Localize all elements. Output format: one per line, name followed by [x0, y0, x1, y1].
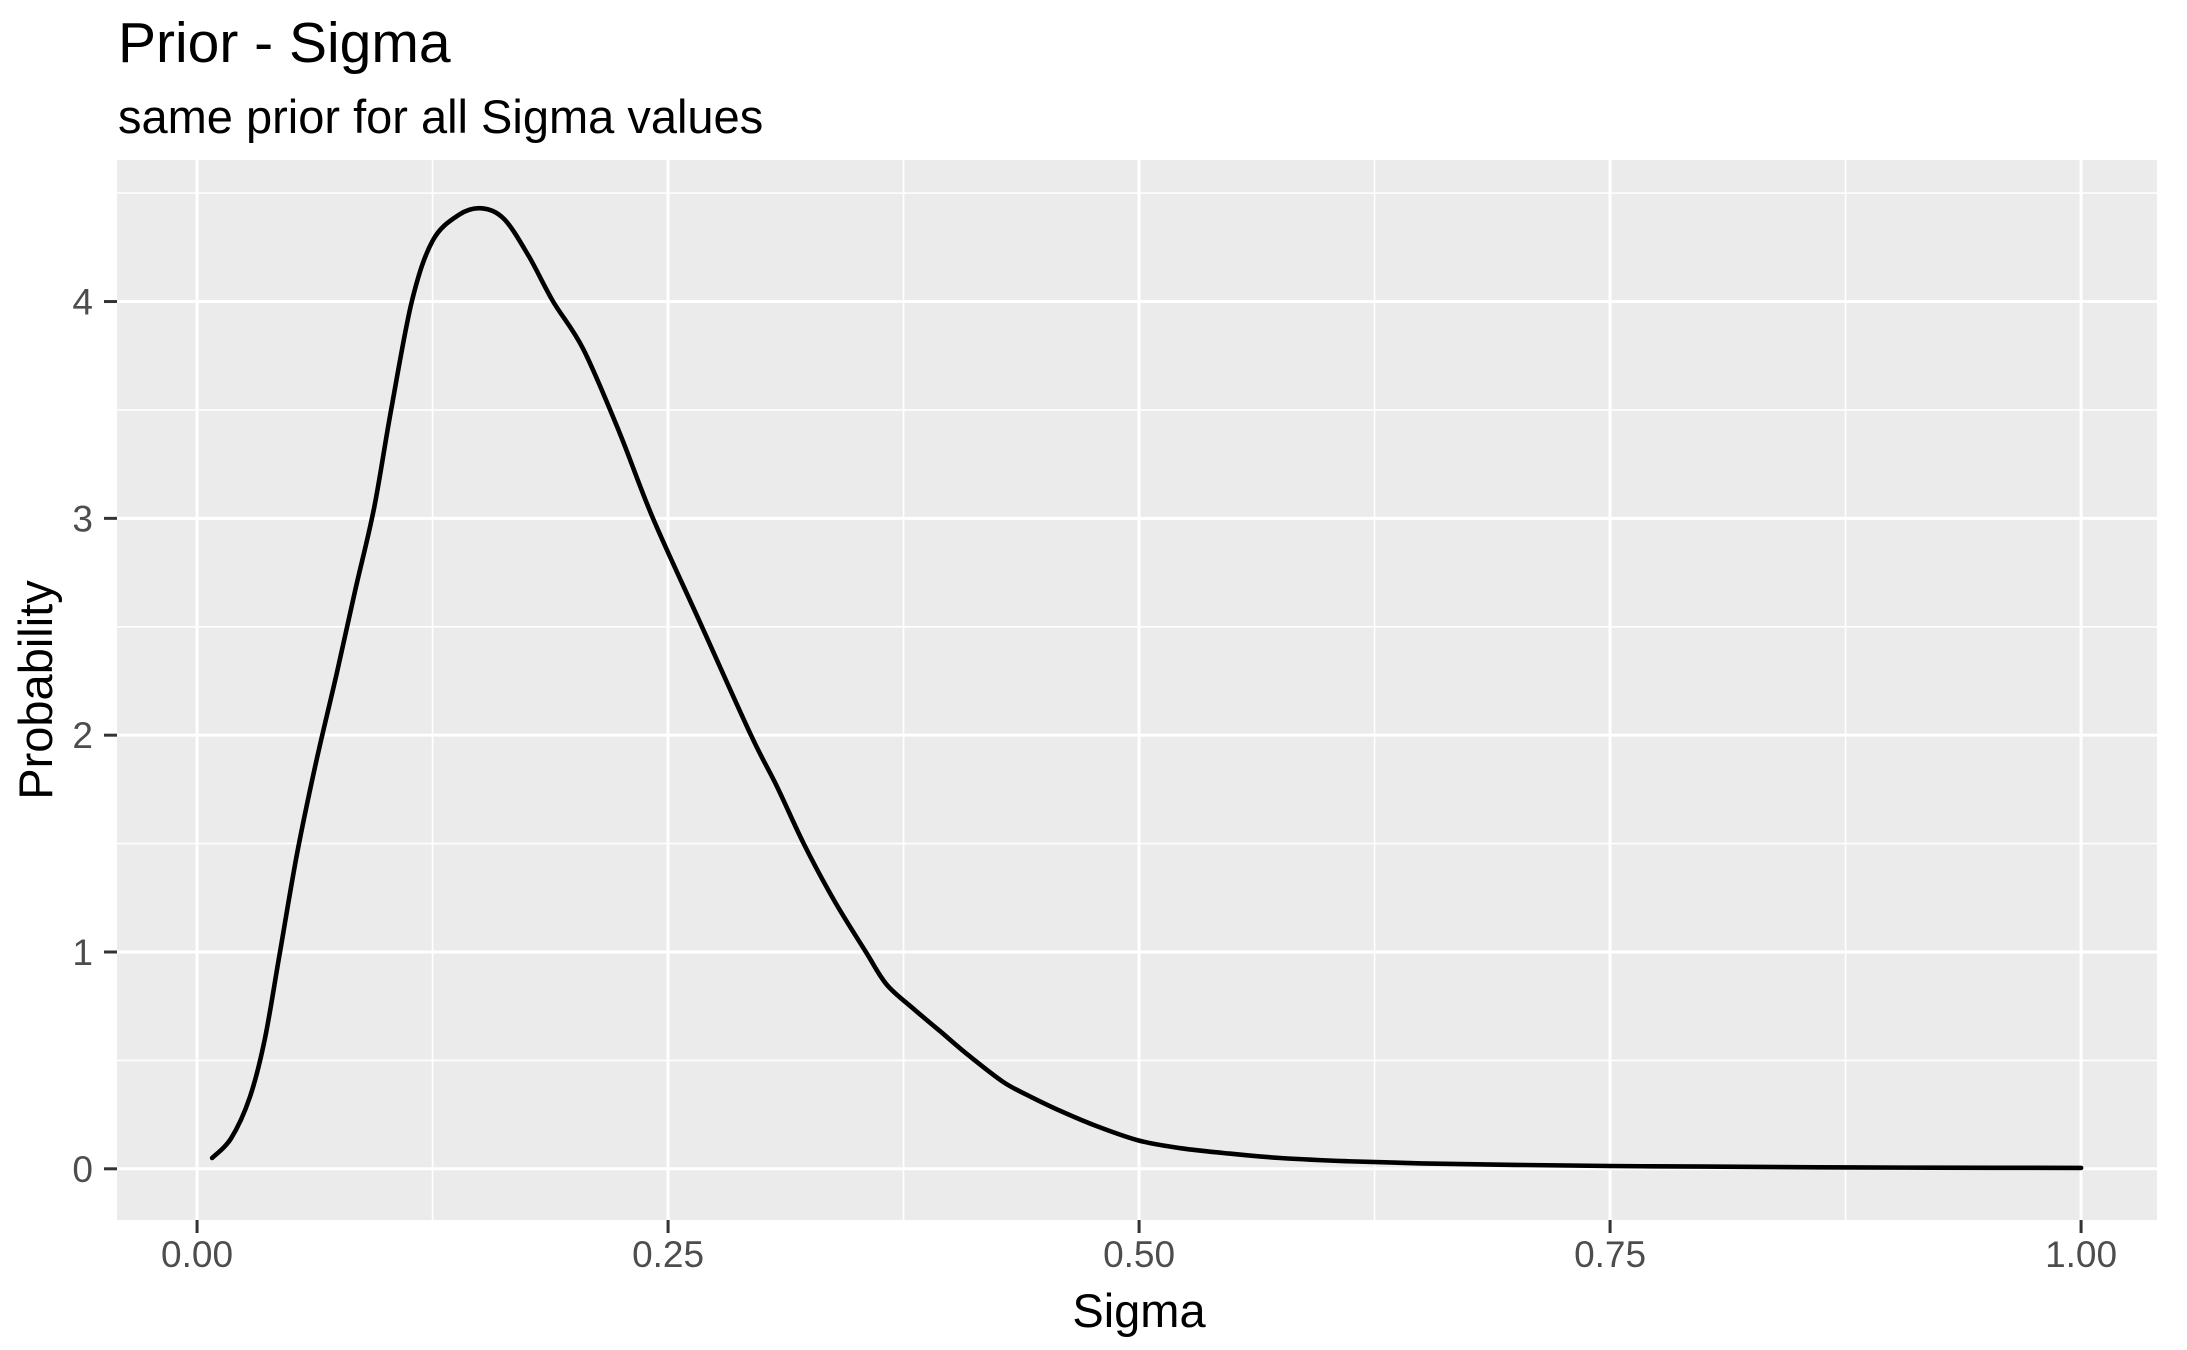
x-tick-label: 0.00: [161, 1234, 233, 1275]
x-tick-label: 0.50: [1103, 1234, 1175, 1275]
y-tick-label: 1: [72, 932, 93, 973]
x-axis-title: Sigma: [1072, 1284, 1206, 1337]
x-tick-label: 1.00: [2045, 1234, 2117, 1275]
plot-subtitle: same prior for all Sigma values: [118, 90, 763, 143]
plot-panel: [117, 160, 2157, 1220]
density-curve: [209, 205, 2084, 1171]
y-tick-label: 4: [72, 282, 93, 323]
y-tick-label: 2: [72, 715, 93, 756]
plot-panel-layer: 0.00 0.25 0.50 0.75 1.00 0 1 2 3 4: [72, 160, 2157, 1275]
y-tick-label: 3: [72, 498, 93, 539]
plot-title: Prior - Sigma: [118, 11, 451, 75]
y-axis-title: Probability: [9, 580, 62, 800]
y-tick-label: 0: [72, 1149, 93, 1190]
x-tick-label: 0.75: [1574, 1234, 1646, 1275]
x-tick-label: 0.25: [632, 1234, 704, 1275]
